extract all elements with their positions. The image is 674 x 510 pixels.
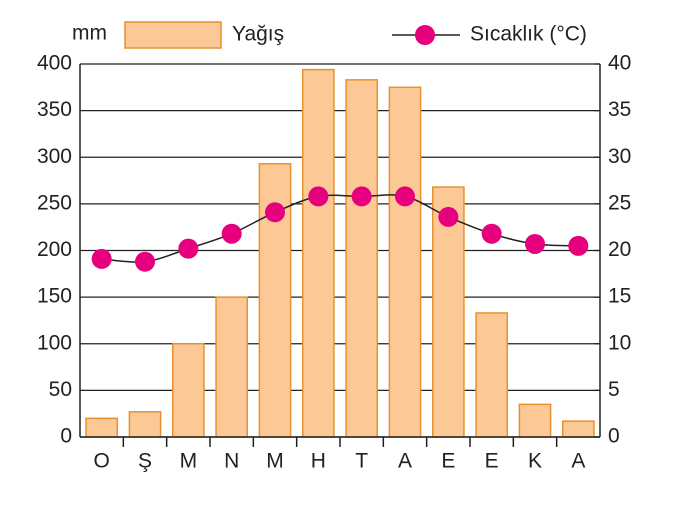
legend-swatch bbox=[124, 21, 222, 49]
y-tick-label: 100 bbox=[37, 331, 72, 354]
bar bbox=[475, 312, 509, 438]
y-tick-label: 400 bbox=[37, 52, 72, 75]
bar bbox=[301, 68, 335, 438]
y2-tick-label: 0 bbox=[608, 425, 620, 448]
y2-tick-label: 30 bbox=[608, 145, 631, 168]
x-tick-label: A bbox=[571, 450, 585, 473]
x-tick-label: H bbox=[311, 450, 326, 473]
x-tick-label: N bbox=[224, 450, 239, 473]
point bbox=[395, 186, 415, 207]
y-axis-label: mm bbox=[72, 22, 107, 45]
point bbox=[568, 235, 589, 256]
x-tick-label: A bbox=[398, 450, 412, 473]
y2-tick-label: 35 bbox=[608, 98, 631, 121]
y-tick-label: 0 bbox=[60, 425, 72, 448]
y-tick-label: 250 bbox=[37, 191, 72, 214]
y-tick-label: 200 bbox=[37, 238, 72, 261]
x-tick-label: E bbox=[441, 450, 455, 473]
y-tick-label: 150 bbox=[37, 285, 72, 308]
x-tick-label: E bbox=[485, 450, 499, 473]
y-tick-label: 350 bbox=[37, 98, 72, 121]
x-tick-label: O bbox=[93, 450, 109, 473]
y2-tick-label: 5 bbox=[608, 378, 620, 401]
point bbox=[178, 238, 199, 259]
y2-tick-label: 40 bbox=[608, 52, 631, 75]
line bbox=[101, 194, 579, 263]
y-tick-label: 50 bbox=[49, 378, 72, 401]
y-tick-label: 300 bbox=[37, 145, 72, 168]
point bbox=[438, 206, 459, 227]
x-tick-label: Ş bbox=[138, 450, 152, 473]
point bbox=[265, 202, 285, 223]
point bbox=[481, 223, 502, 244]
x-tick-label: K bbox=[528, 450, 542, 473]
y2-tick-label: 25 bbox=[608, 191, 631, 214]
point bbox=[308, 186, 329, 207]
bar bbox=[431, 186, 465, 438]
point bbox=[525, 233, 545, 254]
point bbox=[221, 223, 242, 244]
point bbox=[135, 251, 155, 272]
y2-tick-label: 20 bbox=[608, 238, 631, 261]
bar bbox=[215, 296, 249, 438]
bar bbox=[345, 79, 379, 438]
y2-tick-label: 15 bbox=[608, 285, 631, 308]
bar bbox=[518, 403, 552, 438]
bar bbox=[171, 343, 205, 438]
legend-label: Yağış bbox=[232, 23, 284, 46]
x-tick-label: M bbox=[266, 450, 284, 473]
x-tick-label: T bbox=[355, 450, 368, 473]
point bbox=[351, 186, 372, 207]
bar bbox=[561, 420, 595, 438]
y2-tick-label: 10 bbox=[608, 331, 631, 354]
bar bbox=[388, 86, 422, 438]
bar bbox=[85, 417, 119, 438]
bar bbox=[128, 411, 162, 438]
legend-label: Sıcaklık (°C) bbox=[470, 23, 587, 46]
legend-marker bbox=[415, 25, 435, 45]
point bbox=[91, 248, 112, 269]
x-tick-label: M bbox=[180, 450, 198, 473]
